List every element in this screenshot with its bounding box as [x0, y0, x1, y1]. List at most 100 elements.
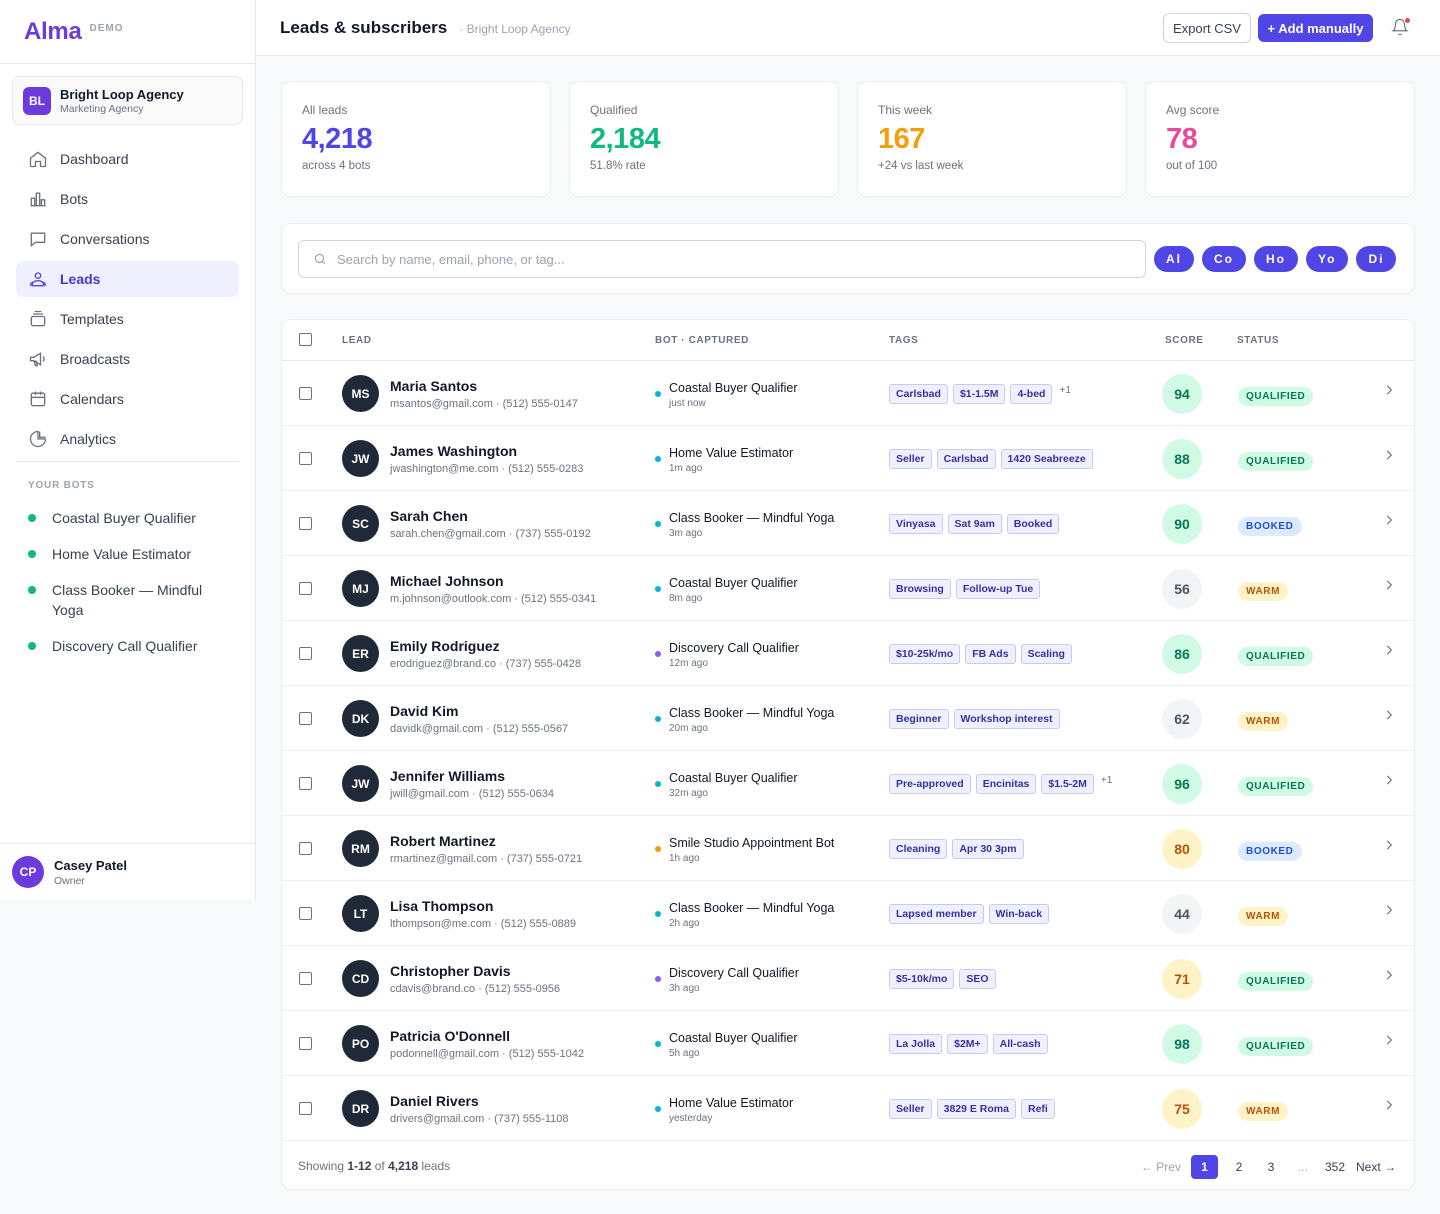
- tag-chip[interactable]: Sat 9am: [947, 514, 1002, 534]
- search-box[interactable]: [298, 240, 1146, 278]
- tag-chip[interactable]: Booked: [1006, 514, 1060, 534]
- table-row[interactable]: RM Robert Martinez rmartinez@gmail.com · (…: [282, 816, 1414, 881]
- table-row[interactable]: PO Patricia O'Donnell podonnell@gmail.com …: [282, 1011, 1414, 1076]
- tag-chip[interactable]: 1420 Seabreeze: [1000, 449, 1093, 469]
- add-manually-button[interactable]: + Add manually: [1258, 14, 1373, 42]
- tag-chip[interactable]: $1-1.5M: [952, 384, 1006, 404]
- row-open-button[interactable]: [1382, 903, 1398, 919]
- row-checkbox[interactable]: [299, 712, 312, 725]
- tag-chip[interactable]: Cleaning: [889, 839, 948, 859]
- nav-item-conversations[interactable]: Conversations: [16, 221, 239, 257]
- row-checkbox[interactable]: [299, 647, 312, 660]
- table-row[interactable]: ER Emily Rodriguez erodriguez@brand.co · (…: [282, 621, 1414, 686]
- nav-item-templates[interactable]: Templates: [16, 301, 239, 337]
- filter-chip[interactable]: Co: [1202, 246, 1246, 272]
- tag-chip[interactable]: Carlsbad: [889, 384, 948, 404]
- nav-item-dashboard[interactable]: Dashboard: [16, 141, 239, 177]
- more-tags[interactable]: +1: [1059, 384, 1071, 396]
- row-checkbox[interactable]: [299, 517, 312, 530]
- tag-chip[interactable]: All-cash: [992, 1034, 1048, 1054]
- nav-item-broadcasts[interactable]: Broadcasts: [16, 341, 239, 377]
- tag-chip[interactable]: $1.5-2M: [1041, 774, 1094, 794]
- user-menu[interactable]: CP Casey Patel Owner: [0, 843, 256, 900]
- filter-chip[interactable]: Yo: [1306, 246, 1349, 272]
- lead-name[interactable]: Sarah Chen: [390, 508, 468, 524]
- tag-chip[interactable]: $2M+: [947, 1034, 988, 1054]
- tag-chip[interactable]: $5-10k/mo: [889, 969, 955, 989]
- lead-name[interactable]: Emily Rodriguez: [390, 638, 500, 654]
- row-checkbox[interactable]: [299, 907, 312, 920]
- lead-name[interactable]: Christopher Davis: [390, 963, 511, 979]
- tag-chip[interactable]: Workshop interest: [953, 709, 1060, 729]
- tag-chip[interactable]: SEO: [959, 969, 996, 989]
- page-button[interactable]: 3: [1267, 1160, 1275, 1174]
- tag-chip[interactable]: Carlsbad: [936, 449, 996, 469]
- col-lead[interactable]: LEAD: [342, 335, 372, 346]
- tag-chip[interactable]: La Jolla: [889, 1034, 943, 1054]
- select-all-checkbox[interactable]: [299, 333, 312, 346]
- nav-item-bots[interactable]: Bots: [16, 181, 239, 217]
- col-status[interactable]: STATUS: [1237, 335, 1280, 346]
- col-score[interactable]: SCORE: [1165, 335, 1204, 346]
- nav-item-analytics[interactable]: Analytics: [16, 421, 239, 457]
- row-checkbox[interactable]: [299, 452, 312, 465]
- lead-name[interactable]: Lisa Thompson: [390, 898, 494, 914]
- lead-name[interactable]: Patricia O'Donnell: [390, 1028, 511, 1044]
- tag-chip[interactable]: Apr 30 3pm: [952, 839, 1024, 859]
- row-open-button[interactable]: [1382, 513, 1398, 529]
- row-open-button[interactable]: [1382, 838, 1398, 854]
- filter-chip[interactable]: Al: [1154, 246, 1194, 272]
- table-row[interactable]: CD Christopher Davis cdavis@brand.co · (51…: [282, 946, 1414, 1011]
- table-row[interactable]: DK David Kim davidk@gmail.com · (512) 555-…: [282, 686, 1414, 751]
- lead-name[interactable]: David Kim: [390, 703, 459, 719]
- bot-item[interactable]: Discovery Call Qualifier: [24, 636, 234, 656]
- tag-chip[interactable]: Scaling: [1020, 644, 1072, 664]
- lead-name[interactable]: Robert Martinez: [390, 833, 496, 849]
- nav-item-calendars[interactable]: Calendars: [16, 381, 239, 417]
- next-page-button[interactable]: Next →: [1355, 1160, 1396, 1174]
- nav-item-leads[interactable]: Leads: [16, 261, 239, 297]
- filter-chip[interactable]: Di: [1356, 246, 1397, 272]
- tag-chip[interactable]: Beginner: [889, 709, 949, 729]
- row-open-button[interactable]: [1382, 448, 1398, 464]
- row-checkbox[interactable]: [299, 387, 312, 400]
- tag-chip[interactable]: Vinyasa: [889, 514, 943, 534]
- row-checkbox[interactable]: [299, 1102, 312, 1115]
- tag-chip[interactable]: 3829 E Roma: [936, 1099, 1016, 1119]
- bot-item[interactable]: Home Value Estimator: [24, 544, 234, 564]
- row-checkbox[interactable]: [299, 842, 312, 855]
- export-csv-button[interactable]: Export CSV: [1163, 13, 1251, 43]
- brand-logo[interactable]: Alma: [24, 17, 82, 45]
- lead-name[interactable]: Jennifer Williams: [390, 768, 506, 784]
- row-checkbox[interactable]: [299, 972, 312, 985]
- tag-chip[interactable]: Seller: [889, 1099, 932, 1119]
- row-open-button[interactable]: [1382, 708, 1398, 724]
- lead-name[interactable]: James Washington: [390, 443, 518, 459]
- table-row[interactable]: MJ Michael Johnson m.johnson@outlook.com ·…: [282, 556, 1414, 621]
- tag-chip[interactable]: Encinitas: [975, 774, 1037, 794]
- tag-chip[interactable]: Browsing: [889, 579, 951, 599]
- row-open-button[interactable]: [1382, 643, 1398, 659]
- table-row[interactable]: JW James Washington jwashington@me.com · (…: [282, 426, 1414, 491]
- row-checkbox[interactable]: [299, 582, 312, 595]
- lead-name[interactable]: Michael Johnson: [390, 573, 504, 589]
- row-open-button[interactable]: [1382, 968, 1398, 984]
- row-open-button[interactable]: [1382, 773, 1398, 789]
- col-bot[interactable]: BOT · CAPTURED: [655, 335, 749, 346]
- notifications-button[interactable]: [1391, 17, 1411, 38]
- lead-name[interactable]: Maria Santos: [390, 378, 478, 394]
- filter-chip[interactable]: Ho: [1254, 246, 1298, 272]
- tag-chip[interactable]: Win-back: [988, 904, 1050, 924]
- bot-item[interactable]: Coastal Buyer Qualifier: [24, 508, 234, 528]
- tag-chip[interactable]: Refi: [1020, 1099, 1055, 1119]
- row-open-button[interactable]: [1382, 578, 1398, 594]
- table-row[interactable]: MS Maria Santos msantos@gmail.com · (512) …: [282, 361, 1414, 426]
- row-checkbox[interactable]: [299, 777, 312, 790]
- page-button[interactable]: 2: [1235, 1160, 1243, 1174]
- search-input[interactable]: [337, 251, 1117, 267]
- tag-chip[interactable]: FB Ads: [965, 644, 1016, 664]
- tag-chip[interactable]: 4-bed: [1010, 384, 1053, 404]
- table-row[interactable]: JW Jennifer Williams jwill@gmail.com · (51…: [282, 751, 1414, 816]
- table-row[interactable]: DR Daniel Rivers drivers@gmail.com · (737)…: [282, 1076, 1414, 1141]
- row-open-button[interactable]: [1382, 383, 1398, 399]
